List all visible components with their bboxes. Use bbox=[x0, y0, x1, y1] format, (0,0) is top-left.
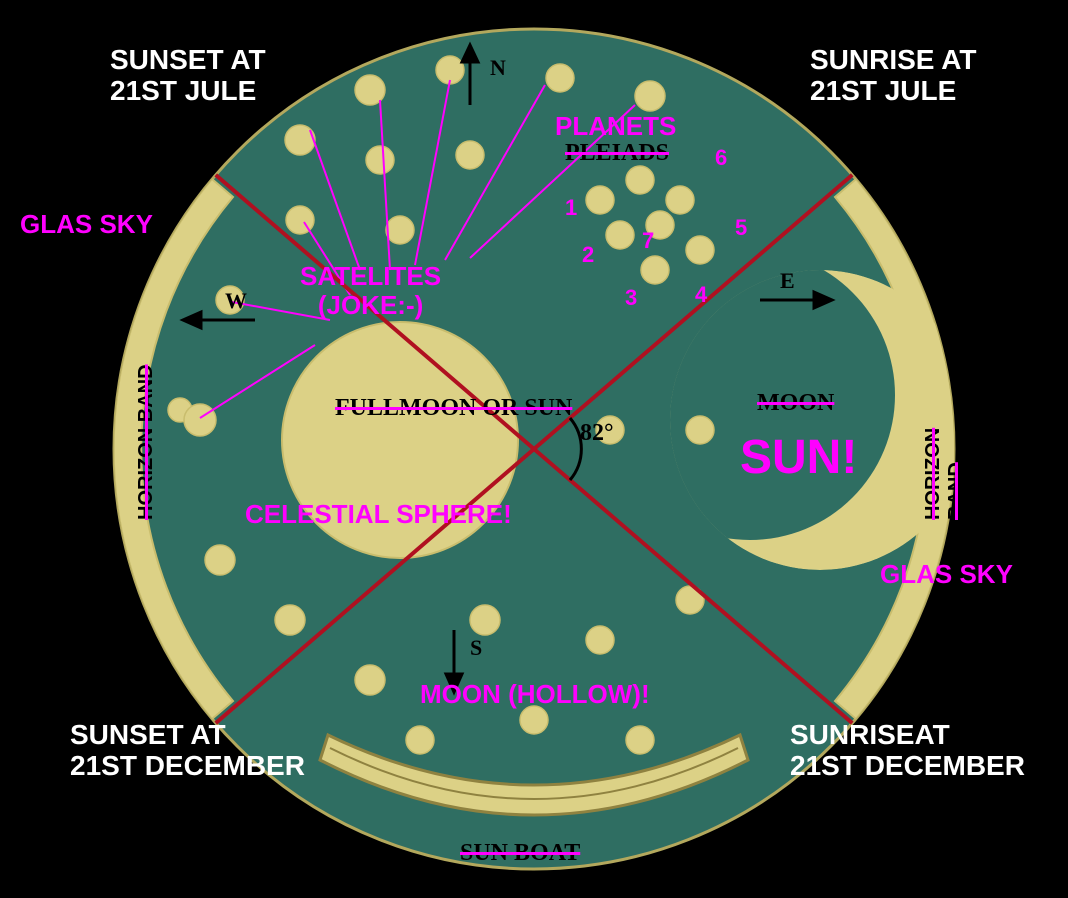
label-sunrise-dec: SUNRISEAT 21ST DECEMBER bbox=[790, 720, 1025, 782]
label-fullmoon-or-sun: FULLMOON OR SUN bbox=[335, 395, 572, 423]
compass-e: E bbox=[780, 268, 795, 294]
label-sunrise-jule: SUNRISE AT 21ST JULE bbox=[810, 45, 976, 107]
label-sunset-dec: SUNSET AT 21ST DECEMBER bbox=[70, 720, 305, 782]
label-satellites: SATELITES (JOKE:-) bbox=[300, 262, 441, 319]
label-moon-old: MOON bbox=[757, 390, 834, 417]
compass-s: S bbox=[470, 635, 482, 661]
label-horizon-right: HORIZON BAND bbox=[922, 374, 968, 520]
label-glas-sky-right: GLAS SKY bbox=[880, 560, 1013, 589]
planet-num-3: 3 bbox=[625, 285, 637, 311]
label-horizon-left: HORIZON BAND bbox=[135, 364, 158, 520]
angle-label: 82° bbox=[580, 420, 614, 447]
compass-n: N bbox=[490, 55, 506, 81]
planet-num-1: 1 bbox=[565, 195, 577, 221]
label-moon-hollow: MOON (HOLLOW)! bbox=[420, 680, 650, 709]
compass-w: W bbox=[225, 288, 247, 314]
planet-num-5: 5 bbox=[735, 215, 747, 241]
planet-num-7: 7 bbox=[642, 228, 654, 254]
label-planets: PLANETS bbox=[555, 112, 676, 141]
planet-num-6: 6 bbox=[715, 145, 727, 171]
label-celestial: CELESTIAL SPHERE! bbox=[245, 500, 512, 529]
diagram-stage: SUNSET AT 21ST JULE SUNRISE AT 21ST JULE… bbox=[0, 0, 1068, 898]
planet-num-4: 4 bbox=[695, 282, 707, 308]
label-pleiads: PLEIADS bbox=[565, 140, 669, 167]
label-sunboat: SUN BOAT bbox=[460, 840, 580, 867]
label-glas-sky-left: GLAS SKY bbox=[20, 210, 153, 239]
label-sunset-jule: SUNSET AT 21ST JULE bbox=[110, 45, 266, 107]
label-sun: SUN! bbox=[740, 430, 857, 485]
planet-num-2: 2 bbox=[582, 242, 594, 268]
